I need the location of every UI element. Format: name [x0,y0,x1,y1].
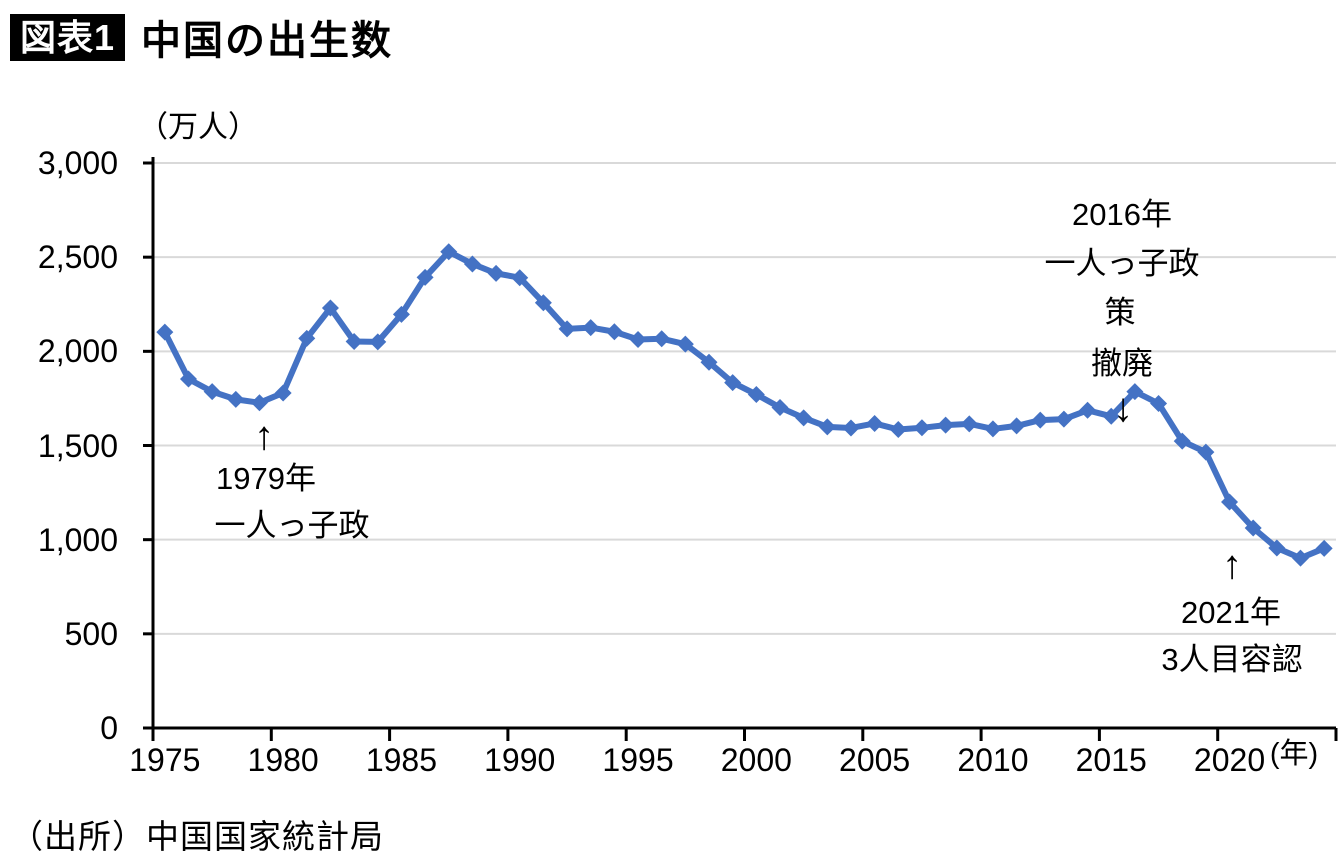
data-point-marker [676,335,694,353]
y-tick-label: 1,000 [37,521,118,558]
data-point-marker [818,418,836,436]
y-tick-label: 500 [64,615,118,652]
annotation-line: 策 [1104,295,1136,330]
x-axis-unit-label: (年) [1269,738,1319,770]
data-point-marker [1079,401,1097,419]
data-point-marker [392,305,410,323]
data-point-marker [463,255,481,273]
figure-number-badge: 図表1 [10,13,126,61]
annotation-line: 一人っ子政 [1044,246,1200,281]
data-point-marker [1126,383,1144,401]
x-tick-label: 2015 [1075,742,1147,778]
birth-line-chart: （万人） 3,000 2,500 2,000 1,500 1,000 500 0 1975 1… [37,111,1338,778]
data-point-marker [369,333,387,351]
data-point-marker [1197,443,1215,461]
data-point-marker [558,320,576,338]
data-point-marker [653,330,671,348]
x-tick-label: 1990 [484,742,556,778]
data-point-marker [1268,539,1286,557]
arrow-down-icon: ↓ [1113,386,1133,430]
data-point-marker [1102,407,1120,425]
annotation-line: 一人っ子政 [214,508,370,543]
x-tick-label: 2020 [1193,742,1266,778]
data-point-marker [795,409,813,427]
page-title: 中国の出生数 [141,19,394,63]
data-point-marker [866,414,884,432]
data-point-marker [700,353,718,371]
data-point-marker [747,385,765,403]
data-point-marker [1244,519,1262,537]
plot-canvas [143,157,1338,741]
annotation-line: 1979年 [216,461,316,496]
data-point-marker [440,243,458,261]
data-point-marker [937,416,955,434]
annotation-line: 撤廃 [1091,346,1153,381]
data-point-marker [298,329,316,347]
data-point-marker [771,398,789,416]
data-point-marker [321,299,339,317]
data-point-marker [629,330,647,348]
x-tick-label: 1985 [365,742,438,778]
data-point-marker [511,269,529,287]
data-point-marker [345,333,363,351]
y-tick-label: 2,000 [37,333,118,370]
data-point-marker [1173,432,1191,450]
chart-header: 図表1 中国の出生数 [10,8,393,66]
data-point-marker [960,415,978,433]
x-tick-label: 2000 [720,742,792,778]
data-point-marker [1315,539,1333,557]
y-tick-label: 1,500 [37,427,118,464]
y-tick-label: 2,500 [37,239,118,276]
x-tick-label: 1975 [129,742,201,778]
data-point-marker [203,383,221,401]
x-tick-label: 2005 [839,742,911,778]
data-point-marker [984,420,1002,438]
data-point-marker [1031,411,1049,429]
y-axis-unit-label: （万人） [138,111,258,144]
data-point-marker [1221,493,1239,511]
data-point-marker [274,384,292,402]
data-point-marker [1055,410,1073,428]
data-point-marker [889,420,907,438]
data-point-marker [534,294,552,312]
data-point-marker [724,374,742,392]
data-point-marker [250,394,268,412]
data-point-marker [582,319,600,337]
data-point-marker [487,264,505,282]
x-tick-label: 1995 [602,742,674,778]
source-note: （出所）中国国家統計局 [10,818,384,855]
data-point-marker [1292,549,1310,567]
y-tick-label: 0 [100,710,118,746]
data-point-marker [1008,417,1026,435]
data-point-marker [179,370,197,388]
x-tick-label: 1980 [247,742,319,778]
arrow-up-icon: ↑ [1222,543,1242,587]
annotation-line: 2021年 [1181,595,1281,630]
annotation-line: 3人目容認 [1161,642,1303,677]
data-point-marker [842,419,860,437]
x-tick-label: 2010 [957,742,1029,778]
data-point-marker [227,390,245,408]
y-tick-label: 3,000 [37,145,118,181]
data-point-marker [913,419,931,437]
arrow-up-icon: ↑ [254,414,274,458]
annotation-line: 2016年 [1072,197,1172,232]
data-point-marker [1150,395,1168,413]
data-point-marker [156,323,174,341]
data-point-marker [605,323,623,341]
data-point-marker [416,268,434,286]
